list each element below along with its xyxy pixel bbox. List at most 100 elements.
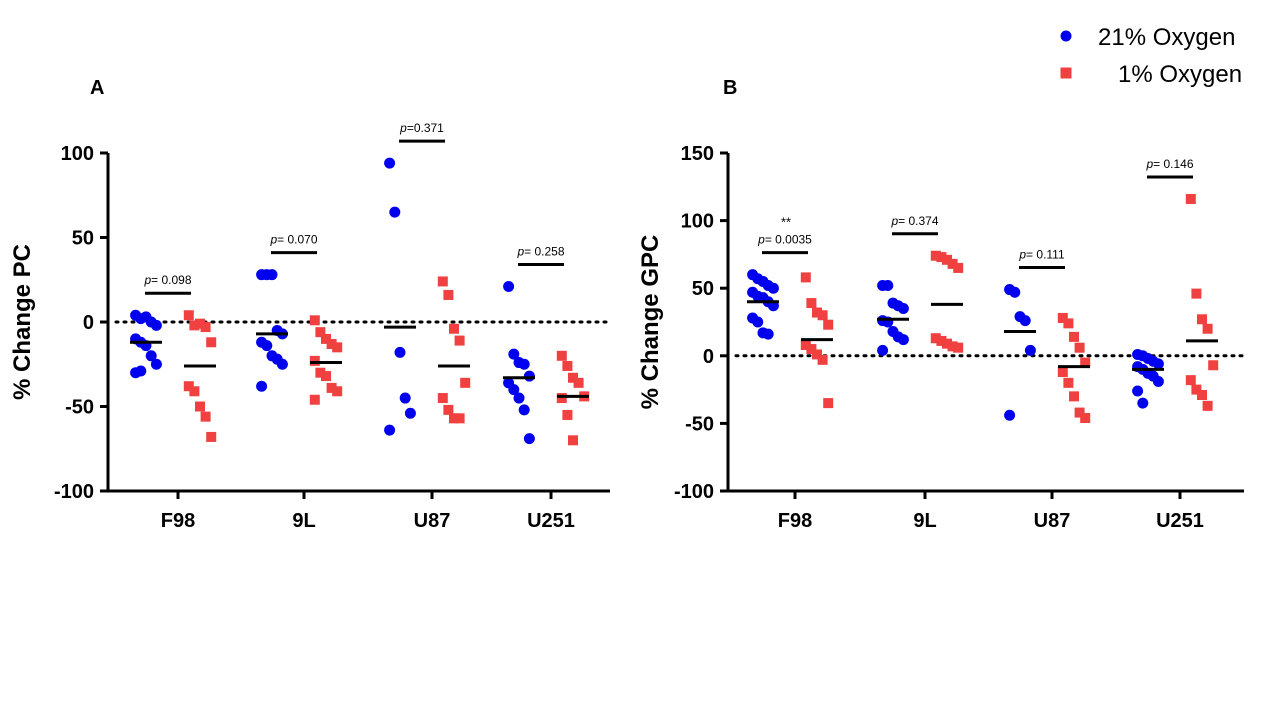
x-tick-label: F98 (161, 510, 195, 532)
data-point-1pct (200, 322, 211, 333)
data-point-1pct (817, 310, 828, 321)
x-tick-label: 9L (292, 510, 315, 532)
y-tick-label: 0 (703, 346, 714, 368)
data-point-1pct (1202, 400, 1213, 411)
p-value-label: p= 0.098 (143, 273, 191, 287)
data-point-21pct (897, 334, 909, 346)
data-point-1pct (195, 318, 205, 329)
data-point-1pct (326, 382, 337, 393)
data-point-1pct (573, 377, 584, 388)
p-value-label: p= 0.0035 (757, 233, 812, 247)
data-point-21pct (276, 358, 288, 370)
data-point-21pct (882, 279, 894, 291)
data-point-21pct (1132, 385, 1144, 397)
data-point-21pct (150, 319, 162, 331)
data-point-1pct (936, 252, 947, 263)
panel-b: B % Change GPC 150 100 50 0 -50 -100 F98 9L U87 U25… (637, 77, 1246, 532)
data-point-1pct (930, 250, 941, 261)
y-tick-label: 0 (83, 312, 94, 334)
y-axis-title: % Change PC (9, 244, 36, 400)
data-point-21pct (523, 433, 535, 445)
data-point-1pct (942, 338, 952, 349)
data-point-1pct (454, 413, 465, 424)
data-point-1pct (556, 393, 567, 404)
data-point-1pct (315, 327, 326, 338)
data-point-21pct (145, 350, 157, 362)
data-point-1pct (309, 315, 320, 326)
data-point-21pct (394, 346, 406, 358)
data-point-21pct (399, 392, 411, 404)
data-point-21pct (1019, 315, 1031, 327)
y-tick-label: 100 (61, 143, 94, 165)
data-point-21pct (767, 282, 779, 294)
data-point-1pct (183, 381, 194, 392)
data-point-1pct (437, 276, 448, 287)
data-point-21pct (523, 370, 535, 382)
data-point-1pct (942, 254, 952, 265)
data-point-1pct (321, 371, 331, 382)
data-point-1pct (1208, 360, 1219, 371)
legend-marker-2 (1060, 67, 1072, 79)
data-point-1pct (947, 258, 958, 269)
data-point-1pct (947, 341, 958, 352)
data-point-1pct (189, 386, 200, 397)
data-point-1pct (556, 350, 567, 361)
data-point-21pct (150, 358, 162, 370)
data-point-1pct (332, 386, 343, 397)
data-point-21pct (1137, 397, 1149, 409)
data-point-1pct (1074, 407, 1085, 418)
data-point-1pct (454, 335, 465, 346)
data-point-1pct (806, 298, 817, 309)
x-tick-label: F98 (778, 510, 812, 532)
data-point-1pct (443, 404, 454, 415)
data-point-1pct (437, 393, 448, 404)
data-point-1pct (309, 394, 320, 405)
data-point-1pct (309, 355, 320, 366)
panel-label: A (90, 77, 104, 99)
data-point-1pct (568, 435, 578, 446)
data-point-1pct (189, 320, 200, 331)
data-point-1pct (806, 344, 817, 355)
data-point-1pct (460, 377, 471, 388)
data-point-1pct (817, 354, 828, 365)
data-point-21pct (256, 380, 268, 392)
data-point-1pct (326, 338, 337, 349)
data-point-21pct (1004, 409, 1016, 421)
data-point-1pct (1080, 357, 1091, 368)
data-point-1pct (1191, 384, 1202, 395)
data-point-21pct (897, 302, 909, 314)
data-point-1pct (332, 342, 343, 353)
p-value-label: p= 0.258 (516, 245, 564, 259)
data-point-1pct (1069, 391, 1079, 402)
x-tick-label: U251 (527, 510, 575, 532)
data-point-1pct (315, 367, 326, 378)
y-tick-label: -50 (685, 413, 714, 435)
x-tick-label: U87 (1034, 510, 1071, 532)
data-point-1pct (449, 323, 459, 334)
data-point-1pct (1069, 331, 1079, 342)
data-point-1pct (823, 398, 834, 409)
x-tick-label: U87 (414, 510, 451, 532)
significance-stars: ** (781, 215, 791, 230)
data-point-1pct (1185, 375, 1196, 386)
y-tick-label: -100 (54, 481, 94, 503)
legend-label-2: 1% Oxygen (1118, 61, 1242, 88)
y-tick-label: 50 (692, 278, 714, 300)
data-point-1pct (1063, 377, 1074, 388)
y-tick-label: 100 (681, 211, 714, 233)
data-point-21pct (266, 269, 278, 281)
data-point-21pct (1152, 375, 1164, 387)
data-point-1pct (200, 411, 211, 422)
panel-label: B (723, 77, 737, 99)
data-point-1pct (206, 431, 217, 442)
data-point-1pct (1202, 323, 1213, 334)
data-point-1pct (449, 413, 459, 424)
data-point-1pct (1185, 193, 1196, 204)
data-point-21pct (752, 316, 764, 328)
data-point-21pct (503, 281, 515, 293)
data-point-1pct (800, 339, 811, 350)
data-point-1pct (812, 307, 822, 318)
data-point-1pct (562, 360, 573, 371)
data-point-21pct (518, 358, 530, 370)
data-point-1pct (1074, 342, 1085, 353)
